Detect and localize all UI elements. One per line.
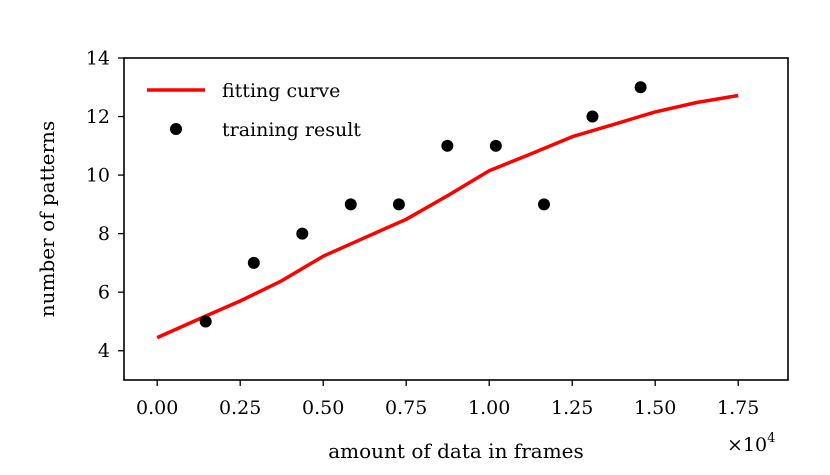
x-tick-label: 1.00 xyxy=(468,397,510,419)
training-result-point xyxy=(247,256,260,269)
x-axis-scale-multiplier: ×104 xyxy=(727,431,775,456)
x-tick-label: 1.25 xyxy=(551,397,593,419)
fitting-curve-line xyxy=(156,93,739,340)
training-result-point xyxy=(537,198,550,211)
y-tick-label: 6 xyxy=(98,282,110,304)
y-tick-label: 14 xyxy=(86,48,110,70)
training-result-point xyxy=(199,315,212,328)
training-result-point xyxy=(392,198,405,211)
legend-label-training-result: training result xyxy=(222,119,361,141)
training-result-point xyxy=(296,227,309,240)
x-tick-label: 0.00 xyxy=(136,397,178,419)
y-tick-label: 10 xyxy=(86,165,110,187)
x-axis-label: amount of data in frames xyxy=(328,439,584,463)
x-tick-label: 1.75 xyxy=(717,397,759,419)
legend-label-fitting-curve: fitting curve xyxy=(222,80,340,102)
legend: fitting curve training result xyxy=(147,80,361,141)
plot-area xyxy=(156,81,739,340)
x-tick-label: 0.50 xyxy=(302,397,344,419)
x-tick-label: 0.25 xyxy=(219,397,261,419)
x-tick-label: 0.75 xyxy=(385,397,427,419)
ticks: 0.00 0.25 0.50 0.75 1.00 1.25 1.50 1.75 4 6 8 10 12 1… xyxy=(86,48,760,420)
y-tick-label: 12 xyxy=(86,106,110,128)
x-scale-exponent: 4 xyxy=(767,431,775,446)
x-tick-label: 1.50 xyxy=(634,397,676,419)
training-result-point xyxy=(586,110,599,123)
training-result-point xyxy=(634,81,647,94)
y-axis-label: number of patterns xyxy=(35,121,59,317)
x-scale-base: ×10 xyxy=(727,434,767,456)
training-result-point xyxy=(489,139,502,152)
training-result-point xyxy=(441,139,454,152)
legend-dot-swatch xyxy=(170,123,182,135)
y-tick-label: 8 xyxy=(98,223,110,245)
training-result-point xyxy=(344,198,357,211)
axes-frame xyxy=(123,57,789,381)
y-tick-label: 4 xyxy=(98,340,110,362)
